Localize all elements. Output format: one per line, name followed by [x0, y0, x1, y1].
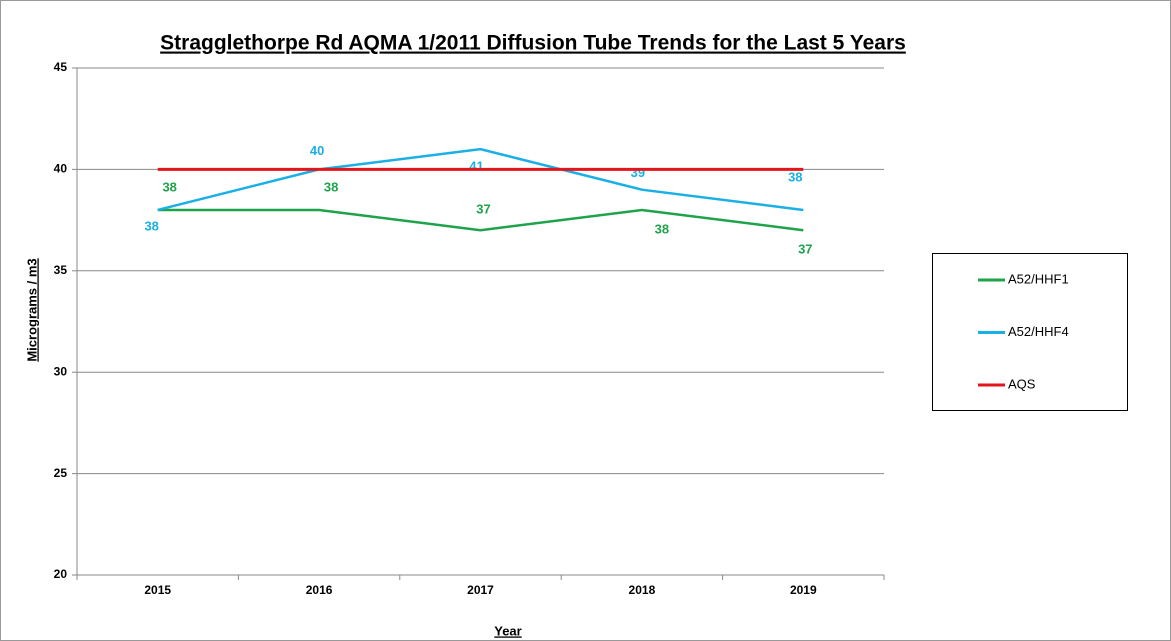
y-tick-label: 40 [54, 162, 68, 176]
data-label: 38 [162, 179, 176, 194]
data-label: 38 [144, 218, 158, 233]
x-axis-title: Year [494, 623, 521, 638]
data-label: 38 [788, 169, 802, 184]
legend-box [932, 253, 1128, 411]
x-tick-label: 2015 [144, 583, 171, 597]
y-tick-label: 25 [54, 466, 68, 480]
x-tick-label: 2018 [629, 583, 656, 597]
y-tick-label: 35 [54, 263, 68, 277]
data-label: 37 [798, 242, 812, 257]
y-axis-title: Micrograms / m3 [24, 258, 39, 361]
y-tick-label: 45 [54, 60, 68, 74]
data-label: 38 [324, 179, 338, 194]
data-label: 40 [310, 143, 324, 158]
legend-label: A52/HHF4 [1008, 324, 1069, 339]
data-label: 39 [631, 165, 645, 180]
series-line [157, 208, 804, 232]
series-line [157, 147, 804, 212]
data-label: 41 [469, 159, 483, 174]
legend-label: AQS [1008, 376, 1036, 391]
x-tick-label: 2017 [467, 583, 494, 597]
chart-title: Stragglethorpe Rd AQMA 1/2011 Diffusion … [160, 32, 906, 55]
data-label: 37 [476, 202, 490, 217]
data-label: 38 [655, 221, 669, 236]
legend-label: A52/HHF1 [1008, 271, 1069, 286]
x-tick-label: 2016 [306, 583, 333, 597]
x-tick-label: 2019 [790, 583, 817, 597]
y-tick-label: 30 [54, 364, 68, 378]
y-tick-label: 20 [54, 567, 68, 581]
